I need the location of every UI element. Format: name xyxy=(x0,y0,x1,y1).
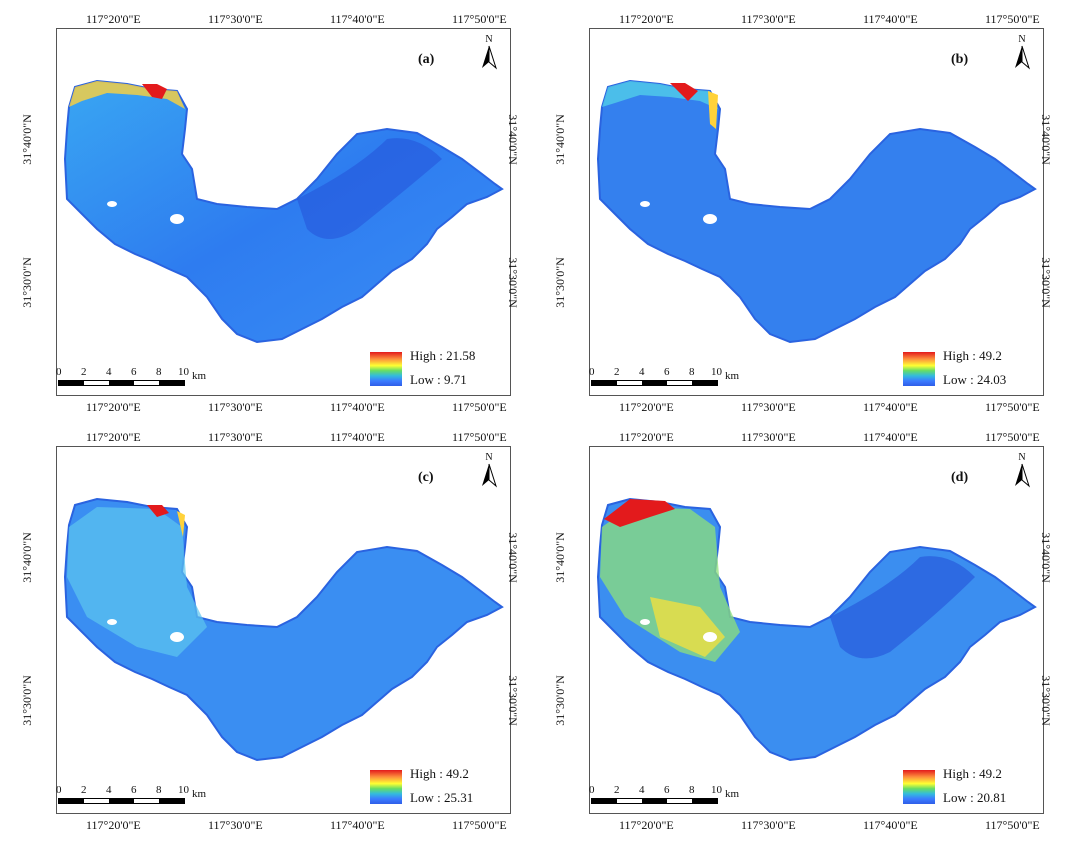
lon-tick-bottom: 117°30'0"E xyxy=(741,400,796,414)
legend-high: High : 21.58 xyxy=(410,348,476,363)
legend-high: High : 49.2 xyxy=(943,348,1002,363)
lat-tick-left: 31°40'0"N xyxy=(19,114,34,165)
scale-bar: 0 2 4 6 8 10 km xyxy=(589,366,739,390)
panel-label: (a) xyxy=(418,52,435,67)
lat-tick-right: 31°40'0"N xyxy=(505,114,520,165)
lat-tick-left: 31°30'0"N xyxy=(552,257,567,308)
lake-raster xyxy=(63,497,504,762)
lat-tick-right: 31°30'0"N xyxy=(1038,257,1053,308)
legend-color-ramp xyxy=(903,770,935,804)
lon-tick-bottom: 117°20'0"E xyxy=(86,400,141,414)
lon-tick-top: 117°50'0"E xyxy=(985,12,1040,26)
lon-tick-top: 117°40'0"E xyxy=(863,12,918,26)
legend-high: High : 49.2 xyxy=(410,766,469,781)
north-arrow-icon: N xyxy=(1011,452,1033,488)
lon-tick-bottom: 117°30'0"E xyxy=(208,818,263,832)
lon-tick-bottom: 117°20'0"E xyxy=(86,818,141,832)
legend: High : 49.2 Low : 20.81 xyxy=(903,766,1038,808)
lat-tick-right: 31°40'0"N xyxy=(1038,114,1053,165)
scale-unit: km xyxy=(725,788,740,800)
lon-tick-bottom: 117°40'0"E xyxy=(330,400,385,414)
lon-tick-bottom: 117°30'0"E xyxy=(741,818,796,832)
map-frame xyxy=(56,28,511,396)
lon-tick-top: 117°50'0"E xyxy=(452,12,507,26)
legend-color-ramp xyxy=(370,770,402,804)
lake-raster xyxy=(596,497,1037,762)
lat-tick-right: 31°40'0"N xyxy=(1038,532,1053,583)
lon-tick-top: 117°40'0"E xyxy=(330,430,385,444)
map-panel-b: 117°20'0"E 117°30'0"E 117°40'0"E 117°50'… xyxy=(533,0,1070,420)
lon-tick-bottom: 117°40'0"E xyxy=(863,400,918,414)
lat-tick-left: 31°30'0"N xyxy=(19,257,34,308)
lat-tick-left: 31°40'0"N xyxy=(19,532,34,583)
scale-bar: 0 2 4 6 8 10 km xyxy=(56,366,206,390)
lon-tick-top: 117°40'0"E xyxy=(330,12,385,26)
legend-low: Low : 9.71 xyxy=(410,372,467,387)
lon-tick-bottom: 117°50'0"E xyxy=(452,400,507,414)
lon-tick-bottom: 117°50'0"E xyxy=(985,818,1040,832)
scale-bar: 0 2 4 6 8 10 km xyxy=(589,784,739,808)
lon-tick-bottom: 117°40'0"E xyxy=(863,818,918,832)
lon-tick-top: 117°30'0"E xyxy=(208,12,263,26)
legend-high: High : 49.2 xyxy=(943,766,1002,781)
map-panel-d: 117°20'0"E 117°30'0"E 117°40'0"E 117°50'… xyxy=(533,418,1070,838)
lat-tick-left: 31°30'0"N xyxy=(552,675,567,726)
lon-tick-top: 117°30'0"E xyxy=(741,430,796,444)
lon-tick-top: 117°50'0"E xyxy=(452,430,507,444)
map-frame xyxy=(56,446,511,814)
legend-low: Low : 24.03 xyxy=(943,372,1007,387)
lon-tick-top: 117°20'0"E xyxy=(619,12,674,26)
legend-color-ramp xyxy=(370,352,402,386)
lon-tick-top: 117°50'0"E xyxy=(985,430,1040,444)
north-arrow-icon: N xyxy=(1011,34,1033,70)
lat-tick-right: 31°40'0"N xyxy=(505,532,520,583)
lon-tick-bottom: 117°50'0"E xyxy=(985,400,1040,414)
lake-raster xyxy=(63,79,504,344)
scale-bar: 0 2 4 6 8 10 km xyxy=(56,784,206,808)
scale-unit: km xyxy=(192,370,207,382)
lon-tick-top: 117°20'0"E xyxy=(86,430,141,444)
lon-tick-bottom: 117°30'0"E xyxy=(208,400,263,414)
lon-tick-top: 117°30'0"E xyxy=(741,12,796,26)
lat-tick-right: 31°30'0"N xyxy=(505,675,520,726)
scale-unit: km xyxy=(725,370,740,382)
panel-label: (d) xyxy=(951,470,969,485)
panel-label: (c) xyxy=(418,470,434,485)
legend-low: Low : 20.81 xyxy=(943,790,1007,805)
lon-tick-bottom: 117°20'0"E xyxy=(619,400,674,414)
lat-tick-right: 31°30'0"N xyxy=(1038,675,1053,726)
map-frame xyxy=(589,28,1044,396)
legend-color-ramp xyxy=(903,352,935,386)
legend-low: Low : 25.31 xyxy=(410,790,474,805)
north-arrow-icon: N xyxy=(478,34,500,70)
lon-tick-top: 117°30'0"E xyxy=(208,430,263,444)
panel-label: (b) xyxy=(951,52,969,67)
legend: High : 21.58 Low : 9.71 xyxy=(370,348,505,390)
lon-tick-bottom: 117°20'0"E xyxy=(619,818,674,832)
map-frame xyxy=(589,446,1044,814)
scale-unit: km xyxy=(192,788,207,800)
lake-raster xyxy=(596,79,1037,344)
legend: High : 49.2 Low : 25.31 xyxy=(370,766,505,808)
legend: High : 49.2 Low : 24.03 xyxy=(903,348,1038,390)
lon-tick-top: 117°40'0"E xyxy=(863,430,918,444)
lat-tick-left: 31°40'0"N xyxy=(552,114,567,165)
lon-tick-top: 117°20'0"E xyxy=(86,12,141,26)
lon-tick-bottom: 117°40'0"E xyxy=(330,818,385,832)
lat-tick-left: 31°30'0"N xyxy=(19,675,34,726)
lon-tick-bottom: 117°50'0"E xyxy=(452,818,507,832)
map-panel-a: 117°20'0"E 117°30'0"E 117°40'0"E 117°50'… xyxy=(0,0,537,420)
map-panel-c: 117°20'0"E 117°30'0"E 117°40'0"E 117°50'… xyxy=(0,418,537,838)
lat-tick-right: 31°30'0"N xyxy=(505,257,520,308)
lat-tick-left: 31°40'0"N xyxy=(552,532,567,583)
north-arrow-icon: N xyxy=(478,452,500,488)
lon-tick-top: 117°20'0"E xyxy=(619,430,674,444)
